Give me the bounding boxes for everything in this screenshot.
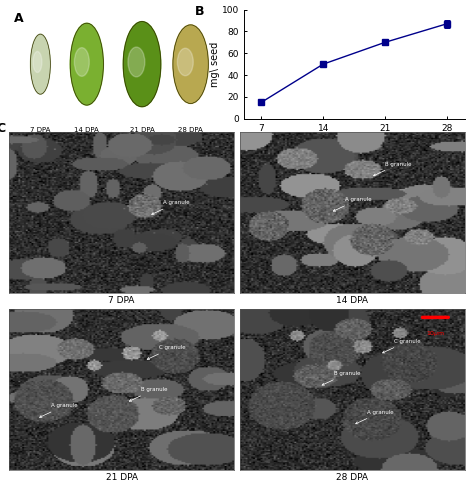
Ellipse shape: [30, 34, 50, 94]
Text: B: B: [195, 5, 204, 18]
X-axis label: 7 DPA: 7 DPA: [109, 296, 135, 305]
Text: 28 DPA: 28 DPA: [178, 128, 203, 133]
Ellipse shape: [173, 25, 208, 104]
X-axis label: 14 DPA: 14 DPA: [337, 296, 368, 305]
Text: 21 DPA: 21 DPA: [130, 128, 155, 133]
Text: B granule: B granule: [374, 161, 412, 176]
Text: A granule: A granule: [333, 197, 372, 211]
Ellipse shape: [74, 48, 89, 76]
Ellipse shape: [33, 51, 42, 72]
Text: A granule: A granule: [152, 200, 190, 215]
Text: C granule: C granule: [383, 339, 421, 353]
Text: A granule: A granule: [356, 409, 394, 424]
Text: B granule: B granule: [322, 371, 360, 385]
Text: B granule: B granule: [129, 387, 167, 401]
X-axis label: 21 DPA: 21 DPA: [106, 473, 137, 480]
Ellipse shape: [128, 47, 145, 77]
Text: C granule: C granule: [147, 345, 185, 360]
Text: 7 DPA: 7 DPA: [30, 128, 51, 133]
Y-axis label: mg\ seed: mg\ seed: [210, 42, 220, 87]
Text: C: C: [0, 122, 5, 135]
Text: A: A: [14, 12, 24, 25]
Ellipse shape: [70, 23, 103, 105]
Text: 14 DPA: 14 DPA: [74, 128, 99, 133]
X-axis label: 28 DPA: 28 DPA: [337, 473, 368, 480]
Text: 10$\mu$m: 10$\mu$m: [426, 329, 445, 337]
Ellipse shape: [177, 48, 193, 76]
Text: A granule: A granule: [40, 403, 78, 418]
Ellipse shape: [123, 22, 161, 107]
